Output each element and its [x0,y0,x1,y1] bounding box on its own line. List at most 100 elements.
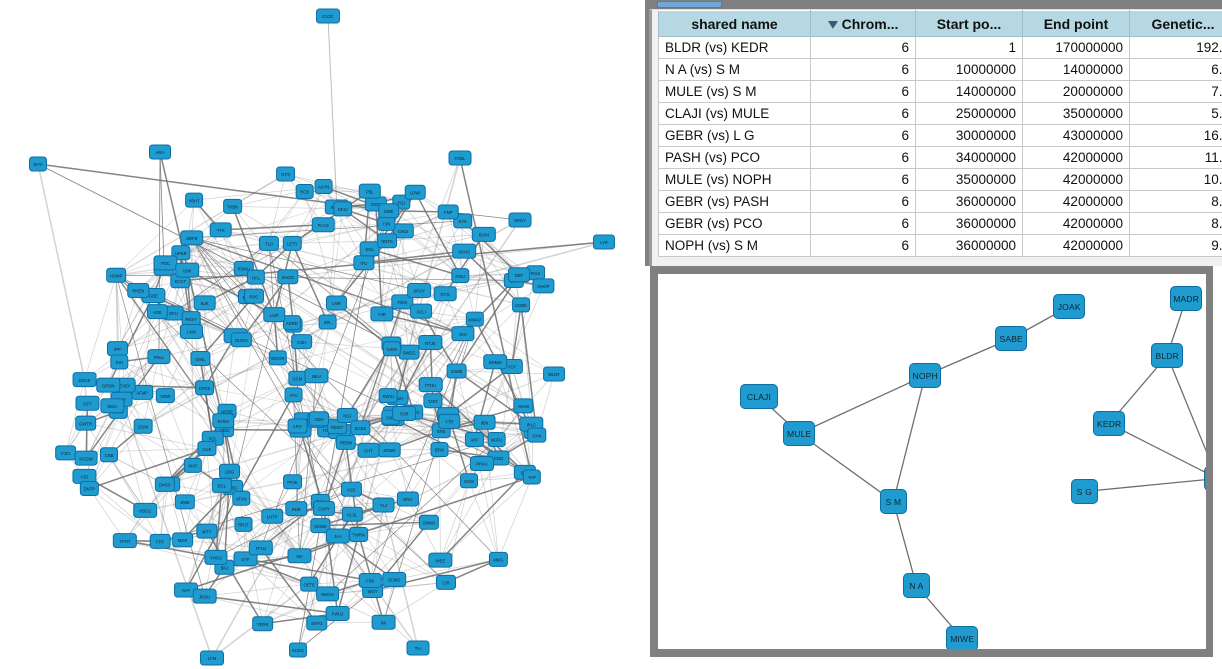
network-node[interactable] [277,269,299,285]
cell-genetic[interactable]: 10.5 [1129,168,1222,191]
network-node[interactable] [464,431,484,447]
cell-start_point[interactable]: 14000000 [915,80,1023,103]
network-node[interactable] [406,640,430,656]
network-node[interactable] [75,415,97,431]
network-node[interactable] [96,377,121,393]
network-node[interactable] [174,494,195,510]
network-node[interactable] [287,548,312,564]
subnetwork-node[interactable]: N A [903,573,930,598]
network-node[interactable] [110,354,129,370]
cell-end_point[interactable]: 42000000 [1022,168,1130,191]
table-tab-handle[interactable] [657,1,722,8]
network-node[interactable] [418,377,443,393]
network-node[interactable] [433,286,457,302]
network-node[interactable] [508,267,531,283]
cell-shared_name[interactable]: NOPH (vs) S M [658,234,811,257]
network-node[interactable] [212,413,235,429]
cell-shared_name[interactable]: BLDR (vs) KEDR [658,36,811,59]
network-node[interactable] [284,387,303,403]
network-node[interactable] [29,156,47,172]
network-node[interactable] [341,506,363,522]
cell-genetic[interactable]: 11.4 [1129,146,1222,169]
subnetwork-canvas[interactable]: JOAKMADRSABEBLDRNOPHCLAJIKEDRGEBRMULEL G… [658,274,1206,649]
network-node[interactable] [190,351,211,367]
network-node[interactable] [197,441,217,457]
network-node[interactable] [133,418,153,434]
cell-end_point[interactable]: 42000000 [1022,146,1130,169]
network-node[interactable] [179,323,203,339]
network-node[interactable] [392,223,414,239]
network-node[interactable] [391,294,414,310]
column-header-shared_name[interactable]: shared name [658,10,811,37]
network-node[interactable] [233,551,258,567]
cell-chromosome[interactable]: 6 [810,102,916,125]
subnetwork-node[interactable]: CLAJI [740,384,778,409]
network-node[interactable] [75,395,100,411]
network-node[interactable] [200,650,224,666]
network-node[interactable] [149,144,171,160]
network-node[interactable] [232,490,251,506]
cell-start_point[interactable]: 30000000 [915,124,1023,147]
network-node[interactable] [287,418,308,434]
cell-start_point[interactable]: 25000000 [915,102,1023,125]
network-node[interactable] [185,192,204,208]
network-node[interactable] [106,267,127,283]
network-node[interactable] [285,501,308,517]
network-node[interactable] [340,481,362,497]
network-node[interactable] [350,420,371,436]
cell-shared_name[interactable]: CLAJI (vs) MULE [658,102,811,125]
network-node[interactable] [192,588,217,604]
cell-chromosome[interactable]: 6 [810,190,916,213]
network-node[interactable] [377,233,398,249]
network-node[interactable] [473,414,496,430]
network-node[interactable] [72,372,97,388]
network-node[interactable] [430,442,449,458]
network-node[interactable] [522,469,541,485]
network-node[interactable] [112,533,137,549]
cell-end_point[interactable]: 42000000 [1022,234,1130,257]
cell-start_point[interactable]: 10000000 [915,58,1023,81]
network-node[interactable] [378,203,400,219]
column-header-end_point[interactable]: End point [1022,10,1130,37]
cell-chromosome[interactable]: 6 [810,80,916,103]
cell-end_point[interactable]: 43000000 [1022,124,1130,147]
network-node[interactable] [211,477,232,493]
network-node[interactable] [358,183,381,199]
subnetwork-node[interactable]: S M [880,489,907,514]
network-node[interactable] [180,230,204,246]
cell-chromosome[interactable]: 6 [810,36,916,59]
cell-genetic[interactable]: 8.9 [1129,190,1222,213]
full-network-view[interactable]: GJOC ARA SIYA FGBL LYR SRGY LFM KCEG TIA AHY NERE J… [0,0,645,669]
cell-chromosome[interactable]: 6 [810,234,916,257]
network-node[interactable] [437,204,459,220]
cell-shared_name[interactable]: GEBR (vs) PCO [658,212,811,235]
network-node[interactable] [99,447,118,463]
subnetwork-node[interactable]: MIWE [946,626,979,649]
column-header-genetic[interactable]: Genetic... [1129,10,1222,37]
network-node[interactable] [371,614,396,630]
network-node[interactable] [325,605,350,621]
network-node[interactable] [311,217,335,233]
cell-chromosome[interactable]: 6 [810,124,916,147]
network-node[interactable] [446,363,467,379]
network-node[interactable] [513,398,534,414]
cell-end_point[interactable]: 20000000 [1022,80,1130,103]
cell-genetic[interactable]: 7.5 [1129,80,1222,103]
cell-genetic[interactable]: 6.6 [1129,58,1222,81]
network-node[interactable] [318,314,337,330]
edge-table[interactable]: shared name Chrom... Start po... End point G… [658,10,1222,257]
network-node[interactable] [512,297,531,313]
network-node[interactable] [423,393,443,409]
cell-shared_name[interactable]: GEBR (vs) PASH [658,190,811,213]
network-node[interactable] [234,516,253,532]
network-node[interactable] [358,572,382,588]
network-node[interactable] [79,481,99,497]
